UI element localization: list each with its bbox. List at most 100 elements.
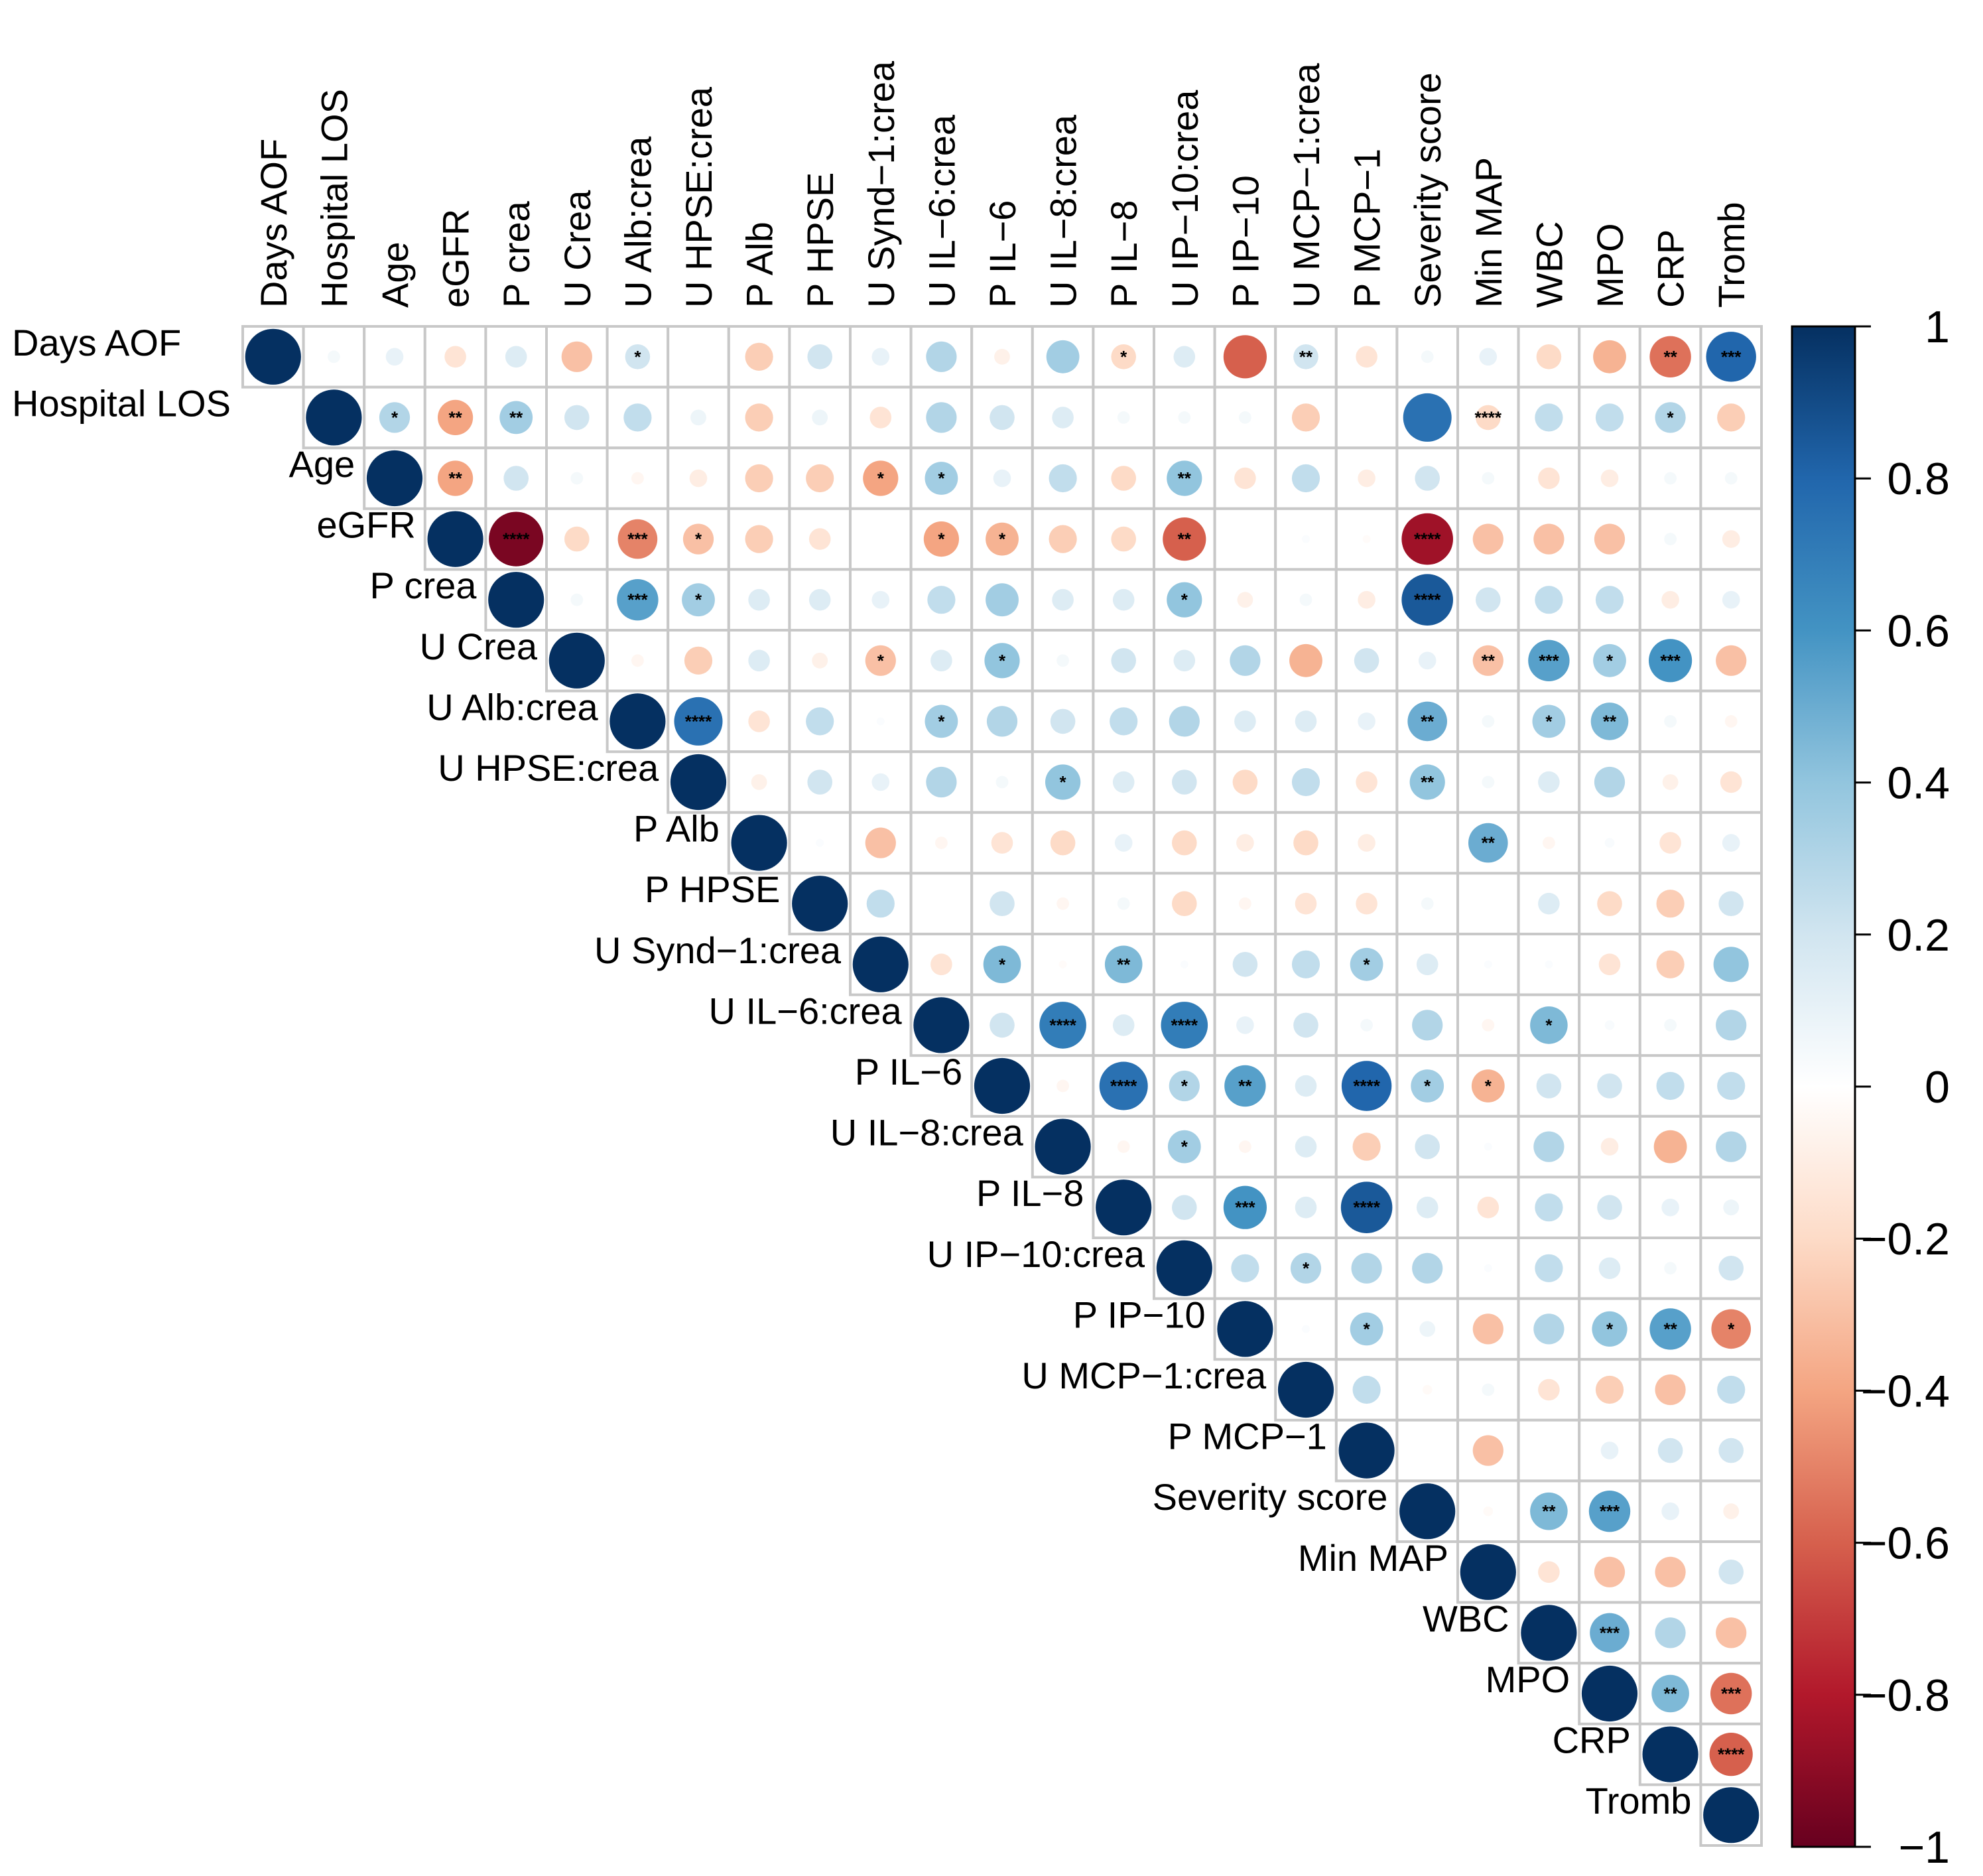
corr-circle-u-crea-5-u-crea-5	[548, 632, 605, 689]
corr-circle-p-alb-8-p-hpse-9	[816, 838, 824, 847]
row-label-age-2: Age	[289, 443, 355, 485]
cell-p-mcp-1-18-severity-score-19	[1395, 1418, 1459, 1483]
significance-mark: ****	[1414, 529, 1441, 549]
corr-circle-u-crea-5-u-mcp-1-crea-17	[1289, 643, 1322, 677]
corr-circle-p-alb-8-tromb-24	[1722, 834, 1740, 852]
corr-circle-u-ip-10-crea-15-p-ip-10-16	[1231, 1254, 1259, 1282]
corr-circle-days-aof-0-u-il-8-crea-13	[1046, 340, 1080, 373]
corr-circle-p-crea-4-p-alb-8	[748, 588, 770, 611]
corr-circle-p-crea-4-p-il-6-12	[986, 583, 1019, 617]
corr-circle-p-il-6-12-tromb-24	[1717, 1071, 1746, 1101]
corr-circle-p-mcp-1-18-mpo-22	[1600, 1441, 1619, 1459]
significance-mark: **	[448, 407, 462, 427]
corr-circle-days-aof-0-wbc-21	[1536, 344, 1562, 369]
corr-circle-u-mcp-1-crea-17-u-mcp-1-crea-17	[1277, 1361, 1334, 1418]
column-label-u-il-8-crea-13: U IL−8:crea	[1043, 114, 1084, 308]
corr-circle-p-hpse-9-tromb-24	[1718, 891, 1744, 916]
column-label-tromb-24: Tromb	[1710, 202, 1752, 308]
corr-circle-p-hpse-9-crp-23	[1656, 890, 1685, 918]
significance-mark: **	[448, 468, 462, 488]
corr-circle-p-crea-4-p-crea-4	[488, 572, 544, 628]
significance-mark: ****	[1718, 1745, 1745, 1765]
corr-circle-severity-score-19-wbc-21	[1530, 1492, 1568, 1530]
significance-mark: ****	[1475, 407, 1502, 427]
corr-circle-egfr-3-u-mcp-1-crea-17	[1302, 535, 1310, 543]
corr-circle-u-crea-5-p-il-8-14	[1111, 648, 1136, 673]
row-label-crp-23: CRP	[1553, 1719, 1631, 1761]
significance-mark: **	[509, 407, 523, 427]
significance-mark: ***	[1721, 347, 1742, 367]
corr-circle-age-2-egfr-3	[438, 460, 474, 496]
corr-circle-u-il-6-crea-11-tromb-24	[1716, 1010, 1747, 1041]
corr-circle-u-alb-crea-6-wbc-21	[1532, 704, 1566, 738]
corr-circle-p-il-6-12-p-ip-10-16	[1224, 1065, 1266, 1107]
significance-mark: ***	[1721, 1684, 1742, 1704]
significance-mark: ****	[1171, 1015, 1198, 1035]
corr-circle-u-synd-1-crea-10-u-il-8-crea-13	[1058, 960, 1067, 969]
row-label-u-crea-5: U Crea	[420, 626, 538, 667]
significance-mark: *	[999, 529, 1006, 549]
corr-circle-u-crea-5-tromb-24	[1716, 645, 1747, 676]
cell-p-hpse-9-u-il-6-crea-11	[909, 872, 974, 936]
corr-circle-egfr-3-crp-23	[1664, 533, 1677, 545]
significance-mark: **	[1178, 468, 1192, 488]
corr-circle-crp-23-crp-23	[1642, 1726, 1698, 1782]
row-label-p-crea-4: P crea	[370, 565, 478, 606]
significance-mark: *	[695, 590, 702, 610]
colorbar-tick-label: −0.4	[1861, 1366, 1950, 1416]
significance-mark: ***	[627, 529, 648, 549]
significance-mark: *	[1181, 590, 1188, 610]
corr-circle-p-il-8-14-mpo-22	[1597, 1195, 1622, 1220]
significance-mark: ***	[1660, 651, 1681, 671]
corr-circle-p-crea-4-mpo-22	[1595, 586, 1624, 614]
corr-circle-hospital-los-1-u-alb-crea-6	[623, 403, 652, 432]
corr-circle-u-il-8-crea-13-u-mcp-1-crea-17	[1295, 1136, 1317, 1158]
column-label-days-aof-0: Days AOF	[253, 139, 294, 308]
corr-circle-u-ip-10-crea-15-u-ip-10-crea-15	[1156, 1240, 1212, 1296]
significance-mark: *	[634, 347, 641, 367]
significance-mark: *	[1424, 1076, 1431, 1096]
corr-circle-days-aof-0-u-il-6-crea-11	[926, 341, 957, 372]
corr-circle-p-alb-8-p-il-6-12	[991, 832, 1013, 854]
significance-mark: **	[1663, 347, 1677, 367]
significance-mark: *	[1181, 1137, 1188, 1157]
corr-circle-u-synd-1-crea-10-p-il-8-14	[1104, 945, 1143, 984]
significance-mark: *	[1667, 407, 1675, 427]
significance-mark: ****	[1049, 1015, 1076, 1035]
corr-circle-u-mcp-1-crea-17-wbc-21	[1538, 1378, 1560, 1401]
corr-circle-hospital-los-1-u-hpse-crea-7	[690, 409, 706, 426]
significance-mark: ****	[685, 711, 712, 731]
corr-circle-p-alb-8-u-il-6-crea-11	[935, 837, 948, 849]
corr-circle-age-2-tromb-24	[1724, 472, 1738, 485]
corr-circle-u-il-6-crea-11-u-il-8-crea-13	[1039, 1002, 1086, 1049]
corr-circle-u-synd-1-crea-10-min-map-20	[1484, 960, 1492, 969]
corr-circle-u-il-6-crea-11-min-map-20	[1482, 1019, 1495, 1032]
colorbar-tick-label: 0.8	[1887, 454, 1950, 504]
corr-circle-u-alb-crea-6-tromb-24	[1724, 715, 1738, 728]
corr-circle-crp-23-tromb-24	[1709, 1733, 1753, 1776]
corr-circle-p-hpse-9-mpo-22	[1597, 891, 1622, 916]
column-label-hospital-los-1: Hospital LOS	[313, 89, 355, 308]
cell-u-hpse-crea-7-p-hpse-9	[788, 750, 852, 814]
corr-circle-egfr-3-u-il-6-crea-11	[923, 521, 959, 557]
corr-circle-u-synd-1-crea-10-u-ip-10-crea-15	[1180, 960, 1188, 969]
corr-circle-days-aof-0-egfr-3	[444, 346, 466, 368]
corr-circle-min-map-20-wbc-21	[1538, 1561, 1560, 1583]
corr-circle-hospital-los-1-p-il-8-14	[1117, 411, 1130, 424]
corr-circle-p-crea-4-min-map-20	[1476, 587, 1501, 612]
corr-circle-p-mcp-1-18-p-mcp-1-18	[1338, 1422, 1395, 1479]
corr-circle-p-alb-8-p-alb-8	[731, 815, 787, 871]
corr-circle-p-il-6-12-u-mcp-1-crea-17	[1295, 1075, 1317, 1097]
colorbar-tick-label: 0.6	[1887, 606, 1950, 656]
corr-circle-hospital-los-1-crp-23	[1655, 402, 1686, 433]
corr-circle-age-2-p-alb-8	[745, 464, 773, 493]
corr-circle-days-aof-0-p-ip-10-16	[1223, 335, 1267, 379]
corr-circle-p-il-8-14-p-ip-10-16	[1223, 1185, 1267, 1229]
correlation-grid: * * ** ** **** ** ** **** *** * * ****** *** * * * ** ***…	[241, 325, 1763, 1847]
row-label-tromb-24: Tromb	[1586, 1780, 1692, 1822]
corr-circle-min-map-20-min-map-20	[1460, 1544, 1516, 1600]
corr-circle-p-hpse-9-u-ip-10-crea-15	[1172, 891, 1197, 916]
corr-circle-age-2-u-mcp-1-crea-17	[1291, 464, 1320, 493]
corr-circle-p-il-6-12-mpo-22	[1597, 1073, 1622, 1099]
